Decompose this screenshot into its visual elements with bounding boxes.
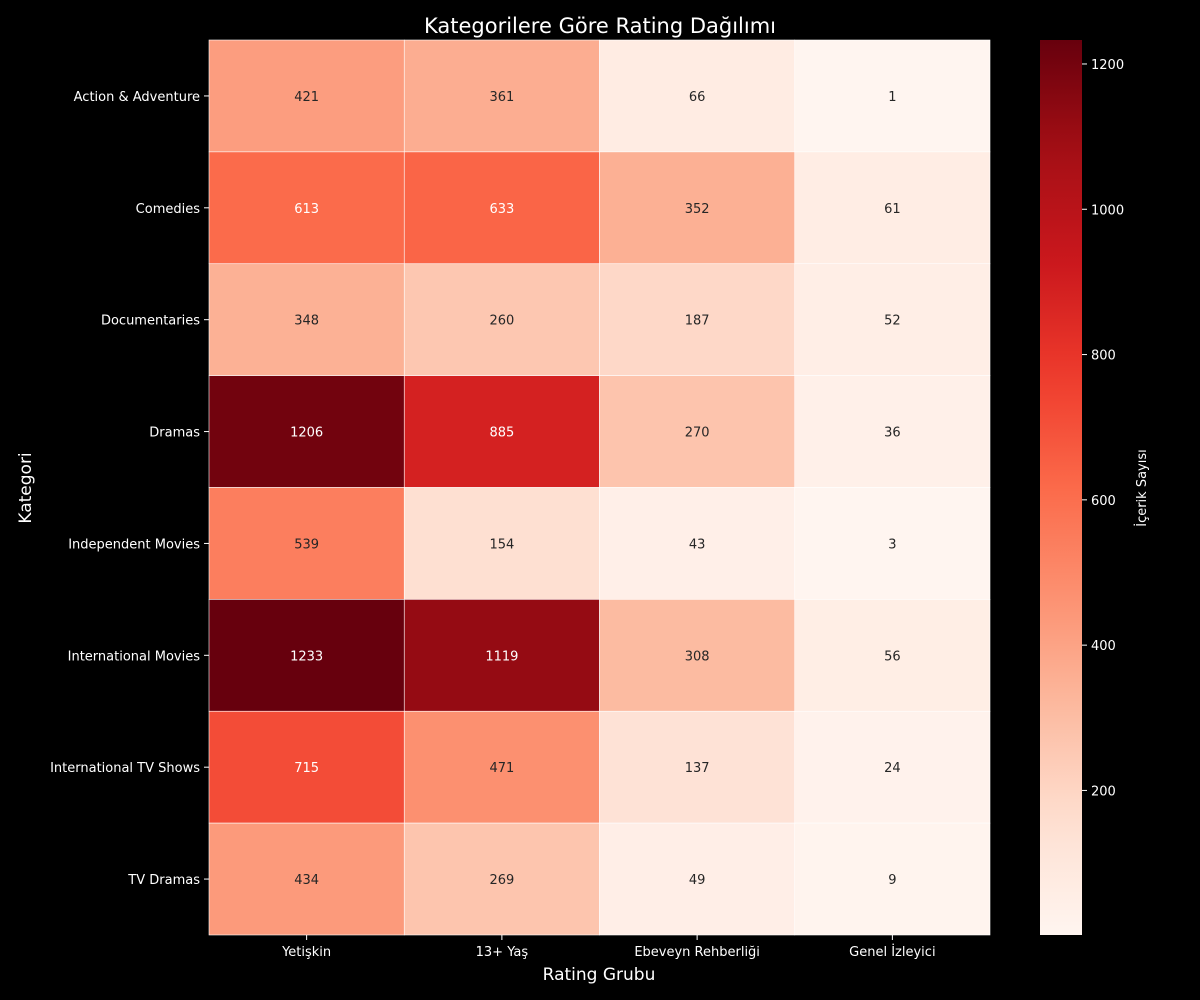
- cell-value-label: 260: [489, 314, 514, 329]
- y-tick-label: Dramas: [149, 426, 200, 441]
- cell-value-label: 1206: [290, 426, 323, 441]
- colorbar-tick-label: 200: [1091, 784, 1116, 799]
- cell-value-label: 3: [888, 537, 896, 552]
- y-tick-label: International Movies: [68, 649, 201, 664]
- cell-value-label: 539: [294, 537, 319, 552]
- heatmap-cell: [403, 710, 600, 824]
- colorbar-tick-label: 1200: [1091, 58, 1124, 73]
- heatmap-cell: [599, 487, 796, 600]
- heatmap-cell: [208, 39, 405, 153]
- heatmap-cells: 421 361 66 1 613 633 352 61 348 260 187 52 1206 885 27…: [208, 39, 991, 936]
- cell-value-label: 885: [489, 426, 514, 441]
- cell-value-label: 61: [884, 202, 901, 217]
- x-tick-label: Ebeveyn Rehberliği: [634, 945, 760, 960]
- cell-value-label: 66: [689, 90, 706, 105]
- y-tick-label: Action & Adventure: [74, 90, 200, 105]
- cell-value-label: 49: [689, 873, 706, 888]
- heatmap-cell: [208, 710, 405, 824]
- x-tick-labels: Yetişkin 13+ Yaş Ebeveyn Rehberliği Genel İ…: [281, 935, 936, 960]
- y-tick-label: Documentaries: [101, 314, 200, 329]
- cell-value-label: 269: [489, 873, 514, 888]
- chart-title: Kategorilere Göre Rating Dağılımı: [424, 14, 776, 38]
- cell-value-label: 348: [294, 314, 319, 329]
- x-axis-label: Rating Grubu: [543, 965, 656, 985]
- colorbar-label: İçerik Sayısı: [1134, 449, 1150, 527]
- cell-value-label: 633: [489, 202, 514, 217]
- heatmap-cell: [208, 151, 405, 265]
- heatmap-cell: [599, 710, 796, 824]
- heatmap-cell: [599, 599, 796, 712]
- colorbar: [1040, 40, 1082, 935]
- cell-value-label: 434: [294, 873, 319, 888]
- cell-value-label: 1: [888, 90, 896, 105]
- cell-value-label: 1119: [485, 649, 518, 664]
- y-axis-label: Kategori: [16, 452, 36, 523]
- cell-value-label: 154: [489, 537, 514, 552]
- heatmap-cell: [403, 487, 600, 600]
- x-tick-label: 13+ Yaş: [476, 945, 529, 960]
- cell-value-label: 613: [294, 202, 319, 217]
- cell-value-label: 715: [294, 761, 319, 776]
- cell-value-label: 56: [884, 649, 901, 664]
- x-tick-label: Genel İzleyici: [849, 944, 935, 960]
- heatmap-cell: [208, 487, 405, 600]
- heatmap-cell: [599, 822, 796, 936]
- heatmap-cell: [208, 599, 405, 712]
- cell-value-label: 308: [685, 649, 710, 664]
- heatmap-cell: [794, 263, 991, 376]
- colorbar-tick-label: 1000: [1091, 203, 1124, 218]
- heatmap-cell: [208, 375, 405, 488]
- colorbar-tick-label: 800: [1091, 349, 1116, 364]
- heatmap-cell: [403, 375, 600, 488]
- heatmap-cell: [403, 263, 600, 376]
- heatmap-cell: [599, 39, 796, 153]
- heatmap-cell: [208, 822, 405, 936]
- colorbar-ticks: 200 400 600 800 1000 1200: [1082, 58, 1124, 799]
- cell-value-label: 52: [884, 314, 901, 329]
- heatmap-cell: [403, 599, 600, 712]
- heatmap-cell: [794, 151, 991, 265]
- heatmap-cell: [403, 39, 600, 153]
- heatmap-cell: [403, 151, 600, 265]
- heatmap-cell: [599, 151, 796, 265]
- y-tick-label: Independent Movies: [68, 537, 200, 552]
- colorbar-tick-label: 600: [1091, 494, 1116, 509]
- x-tick-label: Yetişkin: [281, 945, 331, 960]
- heatmap-cell: [794, 599, 991, 712]
- colorbar-tick-label: 400: [1091, 639, 1116, 654]
- cell-value-label: 270: [685, 426, 710, 441]
- cell-value-label: 137: [685, 761, 710, 776]
- y-tick-label: TV Dramas: [127, 873, 200, 888]
- cell-value-label: 36: [884, 426, 901, 441]
- heatmap-cell: [599, 375, 796, 488]
- cell-value-label: 421: [294, 90, 319, 105]
- cell-value-label: 361: [489, 90, 514, 105]
- heatmap-cell: [794, 375, 991, 488]
- cell-value-label: 24: [884, 761, 901, 776]
- cell-value-label: 43: [689, 537, 706, 552]
- y-tick-label: International TV Shows: [50, 761, 200, 776]
- cell-value-label: 1233: [290, 649, 323, 664]
- heatmap-cell: [794, 487, 991, 600]
- y-tick-label: Comedies: [136, 202, 201, 217]
- cell-value-label: 187: [685, 314, 710, 329]
- y-tick-labels: Action & Adventure Comedies Documentaries D…: [50, 90, 209, 888]
- cell-value-label: 471: [489, 761, 514, 776]
- cell-value-label: 352: [685, 202, 710, 217]
- heatmap-cell: [794, 39, 991, 153]
- heatmap-cell: [794, 710, 991, 824]
- cell-value-label: 9: [888, 873, 896, 888]
